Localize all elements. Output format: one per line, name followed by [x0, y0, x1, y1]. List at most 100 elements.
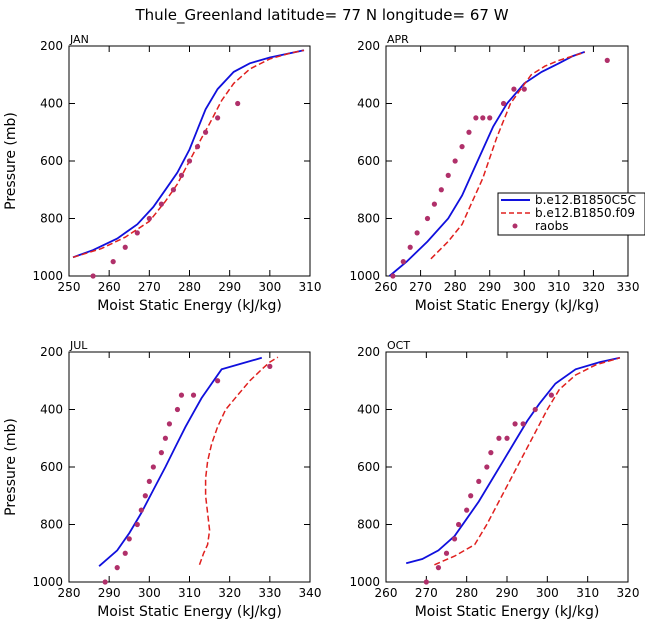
raobs-point	[414, 230, 420, 236]
x-tick-label: 330	[617, 280, 640, 294]
raobs-point	[174, 406, 181, 413]
raobs-point	[138, 507, 144, 513]
raobs-point	[445, 172, 451, 178]
series-line-model-c5c	[98, 356, 263, 567]
raobs-point	[166, 421, 173, 427]
raobs-point	[146, 215, 152, 222]
raobs-point	[484, 464, 490, 470]
plot-frame	[385, 351, 629, 583]
raobs-point	[424, 215, 431, 222]
raobs-point	[194, 144, 201, 150]
raobs-point	[438, 187, 444, 193]
series-line-model-f09	[72, 49, 305, 259]
series-line-model-f09	[430, 51, 586, 260]
x-axis-label: Moist Static Energy (kJ/kg)	[415, 298, 600, 314]
raobs-point	[443, 550, 450, 556]
y-axis-label: Pressure (mb)	[3, 112, 19, 210]
panel-apr: 260 270 280 290 300 310 320 330 200 400 600 800 1000…	[349, 33, 639, 314]
legend-label-model-f09: b.e12.B1850.f09	[535, 206, 635, 220]
raobs-point	[134, 521, 140, 528]
x-tick-label: 280	[178, 280, 201, 294]
legend: b.e12.B1850C5C b.e12.B1850.f09 raobs	[497, 192, 645, 236]
raobs-point	[512, 421, 518, 427]
y-tick-label: 800	[357, 518, 380, 532]
raobs-point	[390, 273, 396, 279]
legend-label-model-c5c: b.e12.B1850C5C	[535, 193, 636, 207]
raobs-point	[500, 100, 507, 107]
y-axis-label: Pressure (mb)	[3, 418, 19, 516]
raobs-point	[604, 57, 610, 63]
raobs-point	[548, 392, 554, 398]
raobs-point	[451, 536, 458, 542]
raobs-point	[520, 421, 526, 427]
x-axis-label: Moist Static Energy (kJ/kg)	[415, 604, 600, 620]
legend-label-raobs: raobs	[535, 219, 569, 233]
x-tick-label: 310	[178, 586, 201, 600]
raobs-point	[186, 158, 193, 164]
raobs-point	[122, 550, 128, 556]
x-tick-label: 270	[138, 280, 161, 294]
y-tick-label: 1000	[32, 575, 63, 589]
figure-title: Thule_Greenland latitude= 77 N longitude…	[134, 6, 508, 25]
y-tick-label: 200	[357, 345, 380, 359]
raobs-point	[480, 115, 486, 121]
panel-label: JAN	[69, 33, 89, 46]
raobs-point	[400, 259, 406, 265]
y-tick-label: 200	[40, 345, 63, 359]
raobs-point	[521, 86, 527, 92]
legend-marker-raobs	[512, 223, 518, 229]
series-line-model-f09	[434, 357, 621, 566]
raobs-point	[146, 478, 152, 484]
panel-jan: 250 260 270 280 290 300 310 200 400 600 800 1000 JAN…	[3, 33, 321, 314]
y-tick-label: 600	[40, 154, 63, 168]
x-axis-label: Moist Static Energy (kJ/kg)	[97, 298, 282, 314]
x-tick-label: 310	[547, 280, 570, 294]
raobs-point	[267, 363, 273, 369]
plot-frame	[68, 351, 311, 583]
raobs-point	[162, 435, 168, 441]
raobs-point	[142, 493, 148, 499]
raobs-point	[511, 86, 517, 92]
x-tick-label: 290	[478, 280, 501, 294]
raobs-point	[473, 115, 479, 121]
x-tick-label: 290	[98, 586, 121, 600]
x-tick-label: 300	[536, 586, 559, 600]
panel-label: JUL	[69, 339, 88, 352]
x-tick-label: 310	[576, 586, 599, 600]
raobs-point	[158, 450, 164, 456]
raobs-point	[504, 435, 510, 441]
raobs-point	[423, 579, 429, 585]
raobs-point	[407, 244, 413, 250]
x-tick-label: 270	[409, 280, 432, 294]
panel-oct: 260 270 280 290 300 310 320 200 400 600 800 1000 OCT…	[349, 339, 639, 620]
x-tick-label: 320	[218, 586, 241, 600]
raobs-point	[476, 478, 482, 484]
y-tick-label: 800	[40, 212, 63, 226]
raobs-point	[488, 450, 494, 456]
y-tick-label: 800	[40, 518, 63, 532]
x-tick-label: 280	[455, 586, 478, 600]
x-tick-label: 300	[138, 586, 161, 600]
raobs-point	[202, 129, 209, 135]
raobs-point	[190, 392, 197, 398]
series-line-model-f09	[198, 356, 279, 566]
raobs-point	[215, 115, 221, 121]
raobs-point	[170, 187, 177, 193]
y-tick-label: 600	[357, 460, 380, 474]
y-tick-label: 400	[40, 97, 63, 111]
y-tick-label: 1000	[349, 269, 380, 283]
y-tick-label: 400	[357, 97, 380, 111]
raobs-point	[496, 435, 502, 441]
raobs-point	[452, 158, 458, 164]
raobs-point	[435, 565, 442, 571]
raobs-point	[122, 244, 128, 250]
x-tick-label: 300	[513, 280, 536, 294]
x-tick-label: 280	[444, 280, 467, 294]
x-tick-label: 310	[299, 280, 322, 294]
x-tick-label: 320	[617, 586, 640, 600]
y-tick-label: 800	[357, 212, 380, 226]
series-line-model-c5c	[72, 49, 305, 259]
y-tick-label: 1000	[349, 575, 380, 589]
raobs-point	[178, 172, 185, 178]
